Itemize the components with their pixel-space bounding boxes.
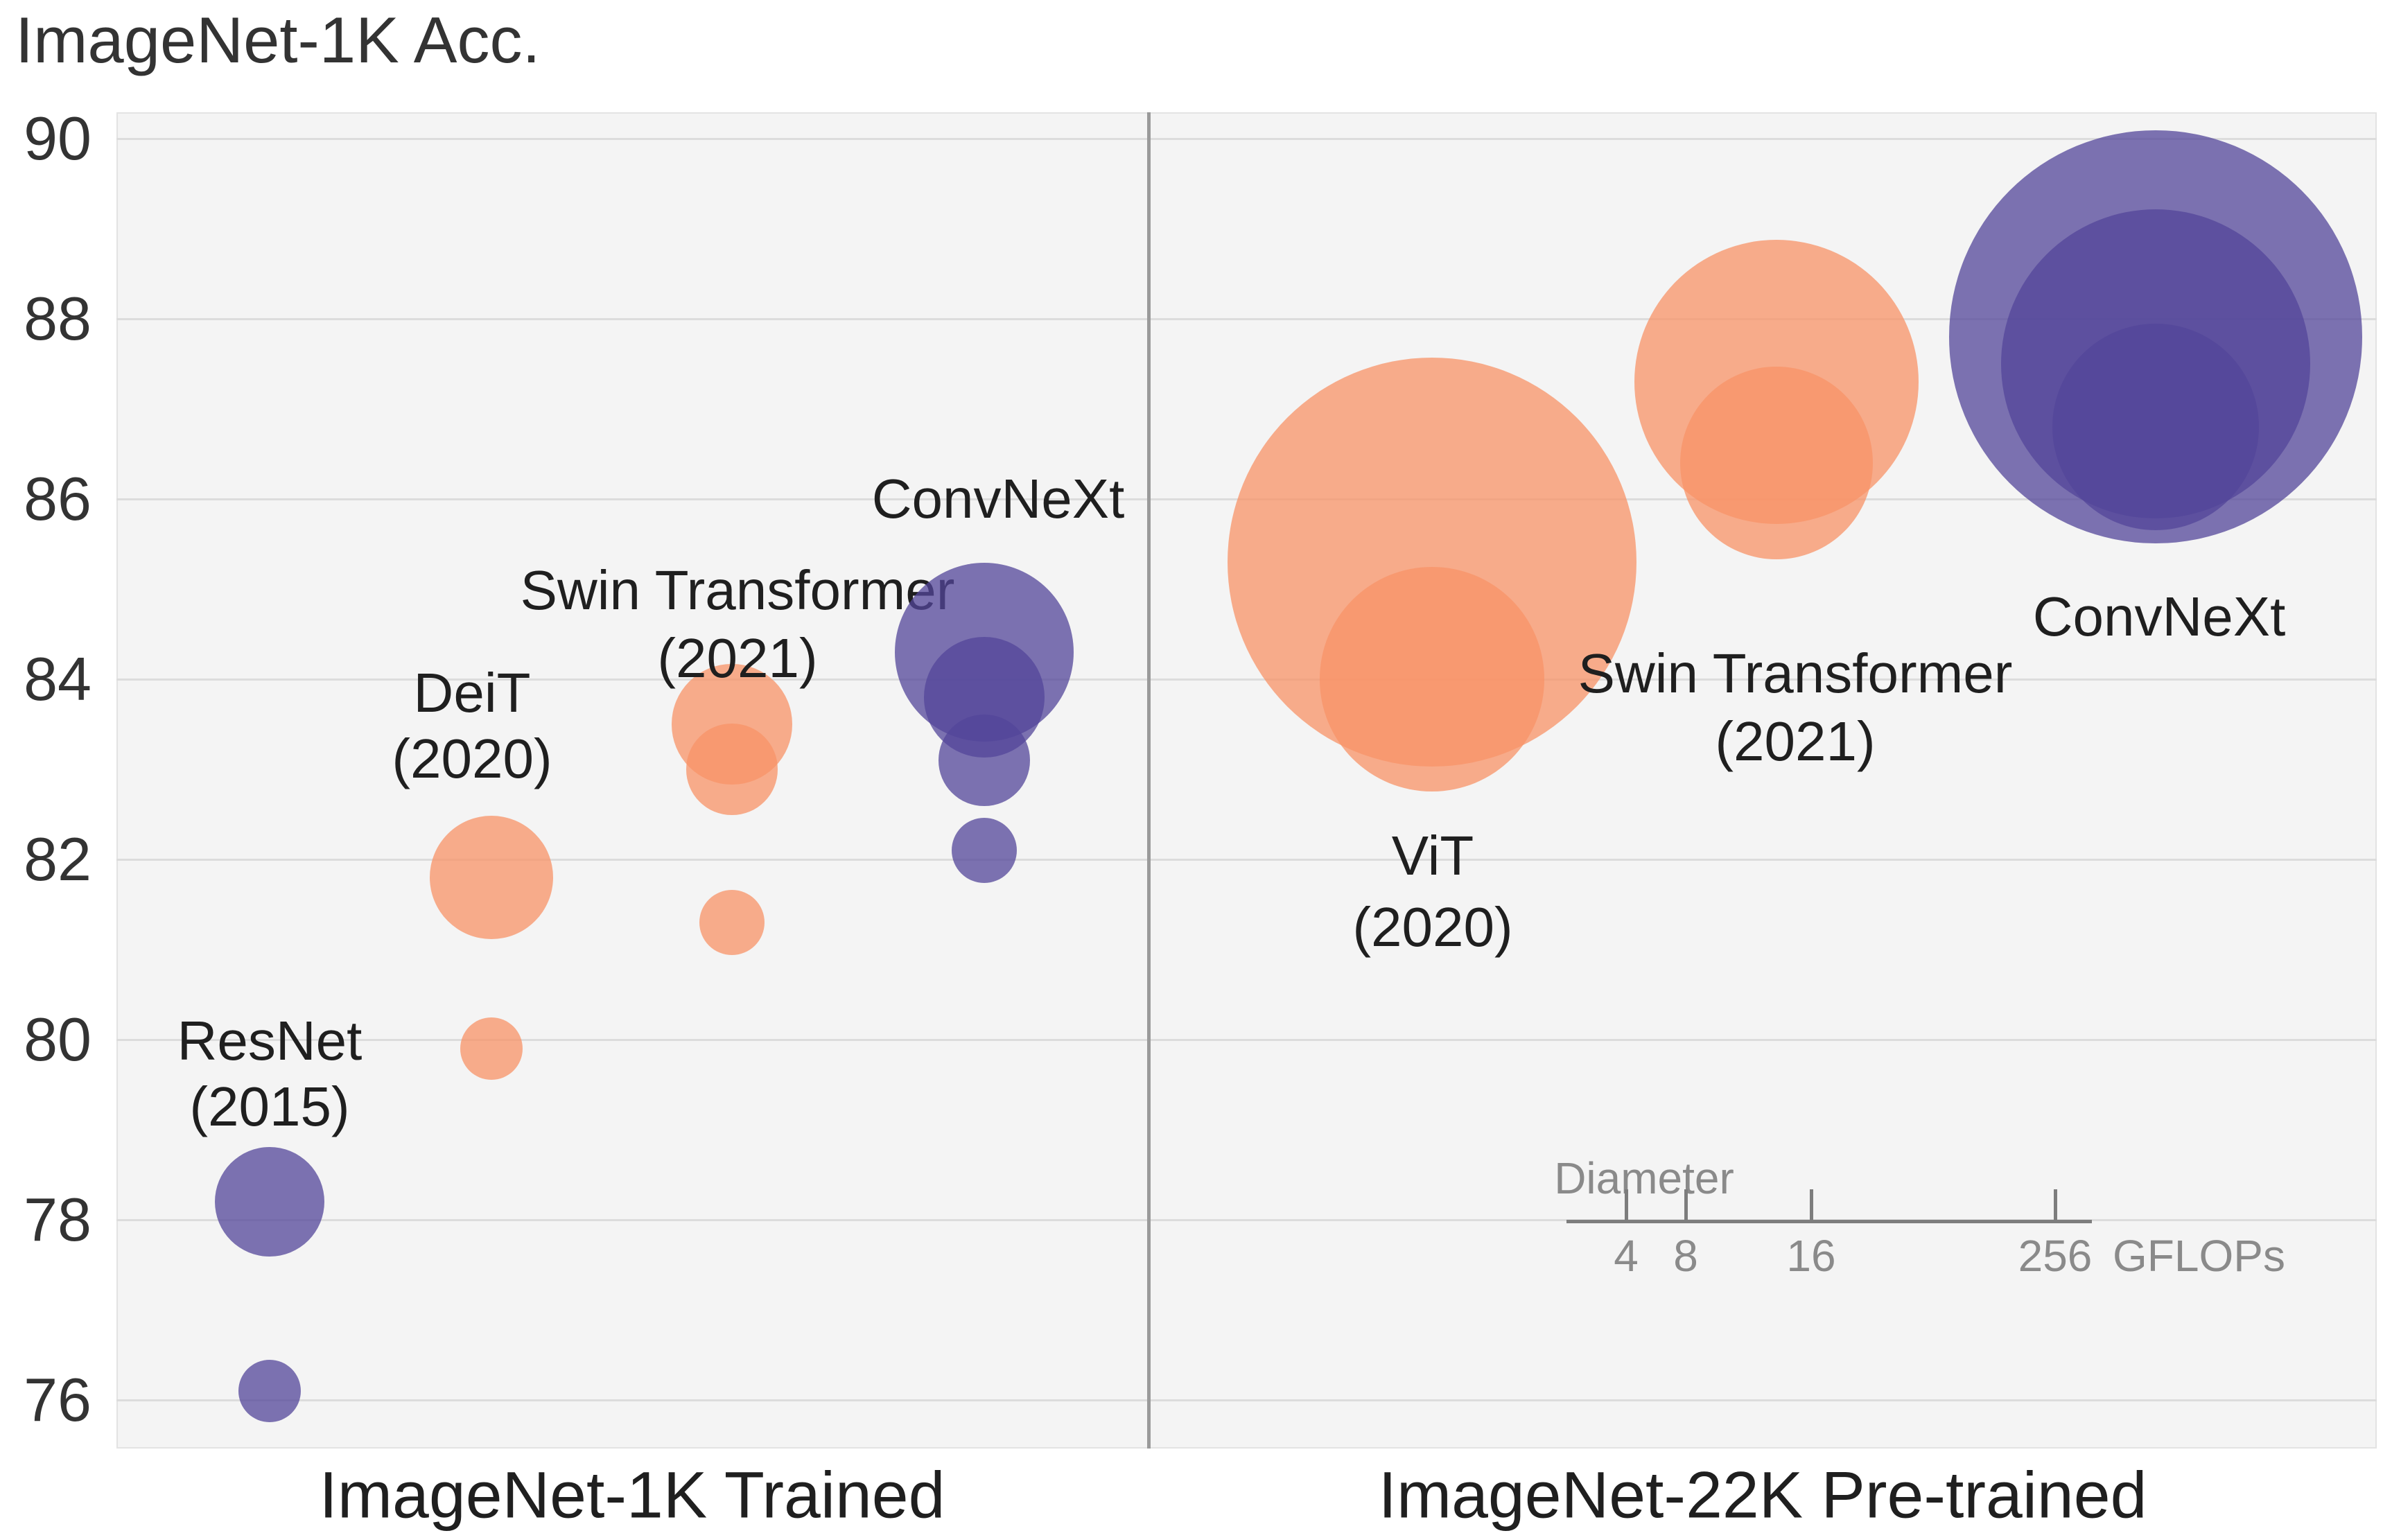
chart-title: ImageNet-1K Acc. <box>15 3 541 76</box>
legend-tick-label-8: 8 <box>1673 1231 1698 1281</box>
y-tick-label-90: 90 <box>24 104 91 173</box>
bubble-DeiT-79.9 <box>460 1017 523 1080</box>
legend-line <box>1566 1220 2092 1223</box>
cluster-label-year-Swin-Transformer: (2021) <box>1715 710 1876 772</box>
panel-divider <box>1147 112 1151 1449</box>
y-tick-label-80: 80 <box>24 1005 91 1074</box>
y-tick-label-82: 82 <box>24 825 91 893</box>
cluster-label-Swin-Transformer: Swin Transformer <box>520 559 955 621</box>
legend-tick-16 <box>1810 1189 1813 1221</box>
gridline-76 <box>116 1399 2377 1401</box>
legend-title: Diameter <box>1554 1153 1734 1203</box>
cluster-label-ViT: ViT <box>1391 825 1474 886</box>
y-tick-label-88: 88 <box>24 284 91 353</box>
bubble-ConvNeXt-82.1 <box>951 817 1018 884</box>
gridline-88 <box>116 318 2377 320</box>
cluster-label-ResNet: ResNet <box>177 1010 363 1071</box>
gridline-90 <box>116 138 2377 140</box>
bubble-ResNet-76.1 <box>238 1359 302 1423</box>
x-axis-label-ImageNet-22K-Pre-trained: ImageNet-22K Pre-trained <box>1378 1458 2147 1532</box>
cluster-label-year-ViT: (2020) <box>1352 896 1513 958</box>
bubble-Swin-Transformer-86.4 <box>1679 366 1874 560</box>
bubble-Swin-Transformer-81.3 <box>699 889 765 956</box>
y-tick-label-78: 78 <box>24 1185 91 1254</box>
gridline-84 <box>116 679 2377 681</box>
bubble-ResNet-78.2 <box>214 1146 325 1257</box>
legend-tick-label-4: 4 <box>1614 1231 1639 1281</box>
y-tick-label-84: 84 <box>24 645 91 713</box>
bubble-ConvNeXt-86.8 <box>2052 323 2260 531</box>
legend-tick-256 <box>2054 1189 2057 1221</box>
cluster-label-ConvNeXt: ConvNeXt <box>871 468 1125 530</box>
y-tick-label-86: 86 <box>24 464 91 533</box>
gridline-80 <box>116 1039 2377 1041</box>
x-axis-label-ImageNet-1K-Trained: ImageNet-1K Trained <box>319 1458 945 1532</box>
bubble-ViT-84 <box>1320 567 1544 791</box>
legend-tick-4 <box>1625 1189 1628 1221</box>
bubble-DeiT-81.8 <box>429 815 554 940</box>
bubble-Swin-Transformer-83 <box>686 724 778 815</box>
legend-tick-label-256: 256 <box>2018 1231 2093 1281</box>
cluster-label-Swin-Transformer: Swin Transformer <box>1578 642 2013 704</box>
cluster-label-year-ResNet: (2015) <box>189 1076 350 1137</box>
legend-tick-8 <box>1684 1189 1688 1221</box>
cluster-label-DeiT: DeiT <box>413 662 531 724</box>
cluster-label-year-DeiT: (2020) <box>392 728 552 789</box>
gridline-82 <box>116 859 2377 861</box>
legend-unit-label: GFLOPs <box>2113 1231 2285 1281</box>
bubble-ConvNeXt-83.1 <box>939 715 1030 806</box>
y-tick-label-76: 76 <box>24 1365 91 1434</box>
cluster-label-ConvNeXt: ConvNeXt <box>2032 586 2286 647</box>
legend-tick-label-16: 16 <box>1786 1231 1836 1281</box>
gridline-78 <box>116 1219 2377 1221</box>
cluster-label-year-Swin-Transformer: (2021) <box>657 627 818 689</box>
